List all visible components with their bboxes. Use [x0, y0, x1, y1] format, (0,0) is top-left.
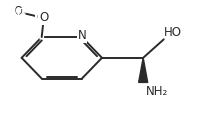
Text: O: O: [39, 11, 48, 24]
Text: HO: HO: [164, 26, 182, 39]
Text: NH₂: NH₂: [146, 85, 168, 98]
Text: N: N: [77, 29, 86, 42]
Text: O: O: [16, 7, 26, 20]
Text: O: O: [13, 5, 23, 18]
Text: O: O: [36, 11, 45, 24]
Polygon shape: [139, 58, 148, 82]
Text: O: O: [12, 4, 24, 19]
